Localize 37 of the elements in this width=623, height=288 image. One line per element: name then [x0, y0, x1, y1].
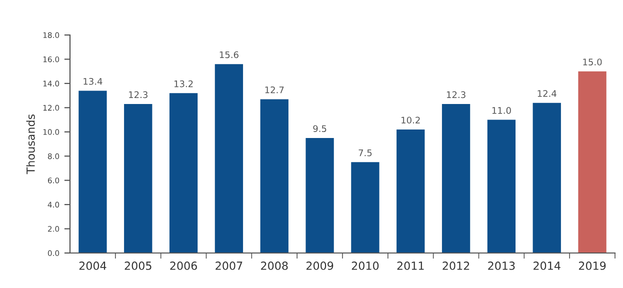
- x-tick-label: 2013: [488, 262, 515, 270]
- data-label: 12.3: [129, 91, 148, 98]
- x-tick-label: 2006: [170, 262, 197, 270]
- x-tick-label: 2008: [261, 262, 288, 270]
- bar: [578, 71, 606, 253]
- data-label: 10.2: [402, 116, 420, 124]
- x-tick-label: 2009: [306, 262, 334, 270]
- data-label: 12.3: [446, 91, 466, 98]
- x-tick-label: 2004: [79, 262, 106, 270]
- bar: [306, 138, 334, 253]
- x-tick-label: 2014: [534, 262, 560, 270]
- data-label: 15.6: [220, 51, 238, 58]
- bar: [351, 162, 380, 253]
- x-tick-label: 2012: [442, 262, 470, 270]
- data-label: 11.0: [492, 107, 511, 114]
- bar: [78, 90, 107, 253]
- bar: [487, 120, 516, 253]
- x-tick-label: 2019: [578, 262, 606, 270]
- bar: [532, 102, 561, 253]
- bar: [169, 93, 198, 253]
- x-tick-label: 2007: [216, 262, 242, 270]
- data-label: 7.5: [358, 150, 372, 156]
- data-label: 13.2: [174, 80, 193, 88]
- data-label: 9.5: [313, 125, 326, 132]
- x-tick-label: 2005: [124, 262, 152, 270]
- data-label: 12.4: [538, 90, 556, 97]
- bar: [260, 99, 288, 253]
- bar: [124, 104, 152, 253]
- bar: [442, 104, 470, 253]
- data-label: 12.7: [265, 86, 284, 94]
- data-label: 15.0: [583, 58, 602, 66]
- x-tick-label: 2010: [352, 262, 379, 270]
- data-label: 13.4: [84, 78, 102, 85]
- bar: [396, 129, 425, 253]
- y-axis-title: Thousands: [26, 114, 35, 174]
- bar: [214, 64, 244, 253]
- x-tick-label: 2011: [397, 262, 424, 270]
